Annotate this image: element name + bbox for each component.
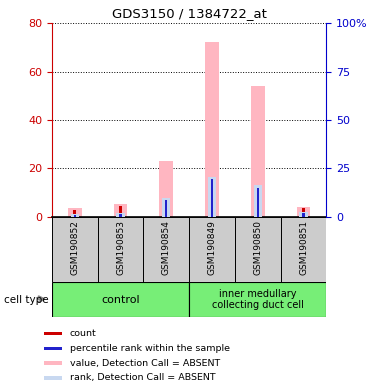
Bar [208,177,216,217]
Text: inner medullary
collecting duct cell: inner medullary collecting duct cell [212,289,304,310]
Bar [119,214,122,217]
Text: value, Detection Call = ABSENT: value, Detection Call = ABSENT [70,359,220,367]
Bar [162,198,170,217]
Bar [211,179,213,217]
Bar [71,214,79,217]
Bar [165,200,167,217]
Bar [189,217,235,282]
Text: GSM190851: GSM190851 [299,220,308,275]
Bar [205,43,219,217]
Bar [165,210,168,217]
Bar [119,206,122,217]
Text: GSM190850: GSM190850 [253,220,262,275]
Bar [144,217,189,282]
Title: GDS3150 / 1384722_at: GDS3150 / 1384722_at [112,7,267,20]
Bar [116,213,125,217]
Text: GSM190852: GSM190852 [70,220,79,275]
Text: percentile rank within the sample: percentile rank within the sample [70,344,230,353]
Bar [98,217,144,282]
Bar [299,212,308,217]
Bar [74,215,76,217]
Bar [251,86,265,217]
Bar [281,217,326,282]
Bar [114,204,128,217]
Bar [210,211,214,217]
Bar [44,332,62,335]
Bar [73,210,76,217]
Bar [44,376,62,379]
Bar [257,188,259,217]
Bar [189,282,326,317]
Bar [52,217,98,282]
Bar [256,211,259,217]
Bar [302,213,305,217]
Bar [235,217,281,282]
Bar [254,185,262,217]
Text: count: count [70,329,96,338]
Bar [302,209,305,217]
Bar [44,361,62,365]
Text: GSM190849: GSM190849 [208,220,217,275]
Text: rank, Detection Call = ABSENT: rank, Detection Call = ABSENT [70,373,216,382]
Text: control: control [101,295,140,305]
Text: GSM190854: GSM190854 [162,220,171,275]
Bar [297,207,311,217]
Bar [52,282,189,317]
Bar [44,347,62,350]
Bar [68,209,82,217]
Text: cell type: cell type [4,295,48,305]
Bar [160,161,173,217]
Text: GSM190853: GSM190853 [116,220,125,275]
